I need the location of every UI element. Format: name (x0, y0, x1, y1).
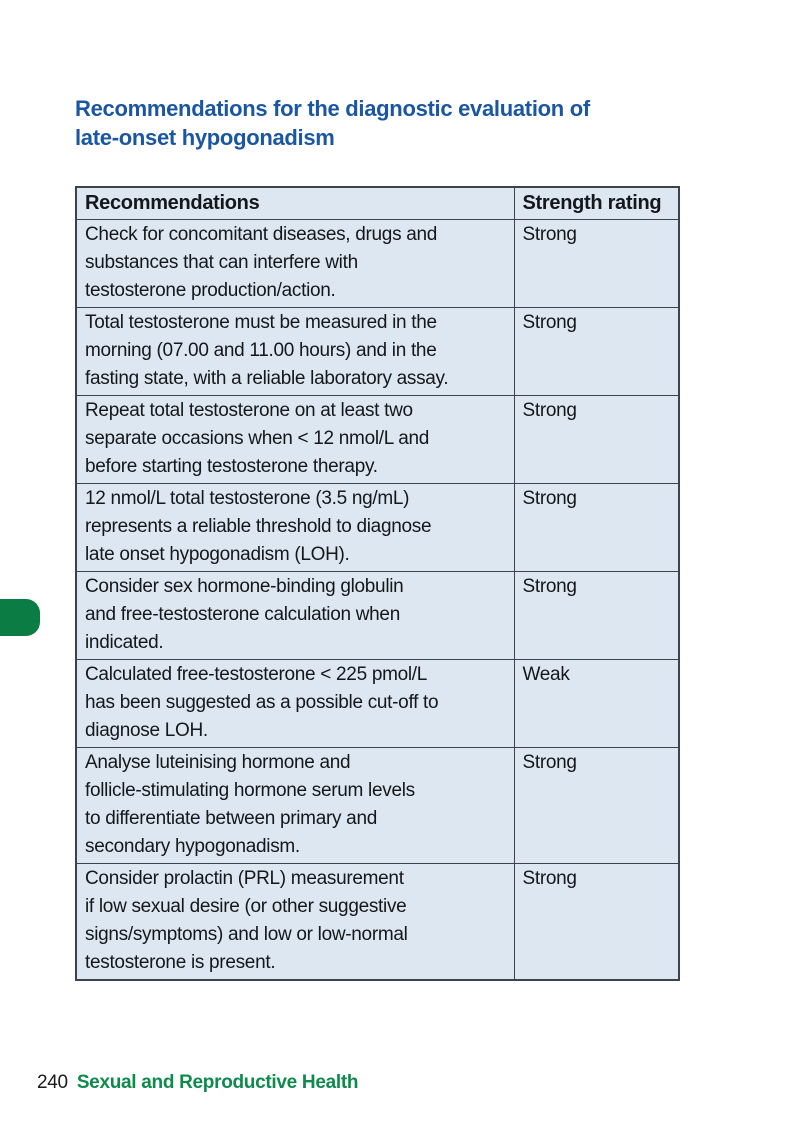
table-header-recommendations: Recommendations (75, 186, 515, 220)
table-row: Total testosterone must be measured in t… (75, 307, 680, 396)
rating-cell: Strong (513, 483, 680, 572)
table-header-strength-rating: Strength rating (513, 186, 680, 220)
footer-section-title: Sexual and Reproductive Health (76, 1072, 359, 1093)
page-footer: 240 Sexual and Reproductive Health (37, 1071, 358, 1094)
table-row: 12 nmol/L total testosterone (3.5 ng/mL)… (75, 483, 680, 572)
table-row: Repeat total testosterone on at least tw… (75, 395, 680, 484)
recommendations-table: Recommendations Strength rating Check fo… (75, 186, 680, 981)
recommendations-table-body: Check for concomitant diseases, drugs an… (75, 219, 680, 981)
recommendation-cell: Check for concomitant diseases, drugs an… (75, 219, 515, 308)
page-title: Recommendations for the diagnostic evalu… (75, 94, 590, 152)
table-row: Consider sex hormone-binding globulin an… (75, 571, 680, 660)
recommendation-cell: Consider sex hormone-binding globulin an… (75, 571, 515, 660)
recommendation-cell: Consider prolactin (PRL) measurement if … (75, 863, 515, 981)
rating-cell: Strong (513, 307, 680, 396)
page-number: 240 (37, 1072, 68, 1093)
rating-cell: Weak (513, 659, 680, 748)
page-title-line-2: late-onset hypogonadism (75, 125, 335, 150)
table-row: Analyse luteinising hormone and follicle… (75, 747, 680, 864)
section-edge-tab (0, 599, 40, 636)
rating-cell: Strong (513, 571, 680, 660)
recommendation-cell: Total testosterone must be measured in t… (75, 307, 515, 396)
recommendation-cell: Calculated free-testosterone < 225 pmol/… (75, 659, 515, 748)
table-row: Calculated free-testosterone < 225 pmol/… (75, 659, 680, 748)
table-row: Consider prolactin (PRL) measurement if … (75, 863, 680, 981)
rating-cell: Strong (513, 395, 680, 484)
table-row: Check for concomitant diseases, drugs an… (75, 219, 680, 308)
recommendation-cell: Analyse luteinising hormone and follicle… (75, 747, 515, 864)
page-title-line-1: Recommendations for the diagnostic evalu… (75, 96, 590, 121)
rating-cell: Strong (513, 219, 680, 308)
table-header-row: Recommendations Strength rating (75, 186, 680, 220)
rating-cell: Strong (513, 863, 680, 981)
recommendation-cell: 12 nmol/L total testosterone (3.5 ng/mL)… (75, 483, 515, 572)
rating-cell: Strong (513, 747, 680, 864)
recommendation-cell: Repeat total testosterone on at least tw… (75, 395, 515, 484)
